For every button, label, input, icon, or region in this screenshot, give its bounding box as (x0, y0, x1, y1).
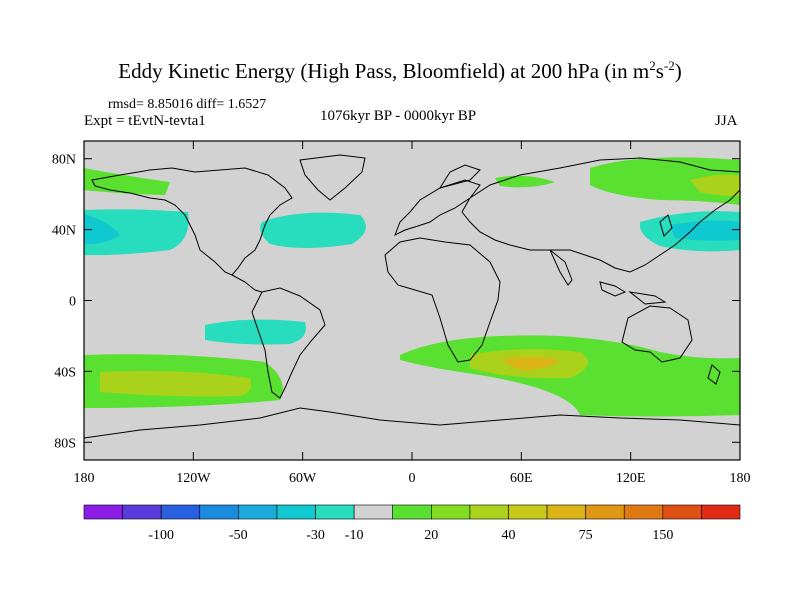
coastline-australia (621, 305, 693, 363)
colorbar-swatch (160, 504, 201, 520)
colorbar-swatch (508, 504, 548, 520)
colorbar-swatch (353, 504, 394, 520)
map-panel (83, 140, 741, 461)
colorbar-swatch (546, 504, 586, 520)
colorbar-swatch (392, 504, 432, 520)
colorbar-swatch (662, 504, 702, 520)
coastline-antarctica (84, 407, 740, 439)
colorbar-label: -100 (148, 528, 174, 543)
colorbar-label: 150 (652, 528, 673, 543)
colorbar-label: 20 (424, 528, 438, 543)
coastline-north-america (91, 167, 293, 276)
lon-tick-label: 60W (289, 471, 317, 486)
colorbar-label: -30 (306, 528, 325, 543)
stats-label: rmsd= 8.85016 diff= 1.6527 (108, 97, 267, 112)
colorbar: -100 -50 -30 -10 20 40 75 150 (83, 504, 741, 543)
colorbar-swatch (83, 504, 123, 520)
coastline-central-america (231, 274, 263, 293)
colorbar-swatch (585, 504, 625, 520)
coastline-india (549, 249, 573, 286)
colorbar-swatch (238, 504, 278, 520)
experiment-label: Expt = tEvtN-tevta1 (84, 113, 206, 129)
coastlines (84, 154, 740, 439)
lon-tick-label: 120E (616, 471, 646, 486)
lon-tick-label: 60E (510, 471, 533, 486)
lon-tick-label: 180 (74, 471, 95, 486)
colorbar-swatch (430, 504, 471, 520)
season-label: JJA (715, 113, 738, 129)
colorbar-swatch (199, 504, 239, 520)
field-region (205, 319, 306, 345)
field-region (500, 357, 560, 370)
field-region (84, 214, 120, 245)
coastline-indonesia (599, 281, 627, 297)
colorbar-swatch (276, 504, 316, 520)
field-region (590, 157, 740, 205)
colorbar-label: 40 (501, 528, 515, 543)
chart-title: Eddy Kinetic Energy (High Pass, Bloomfie… (118, 58, 682, 83)
coastline-asia (461, 157, 740, 273)
field-region (670, 220, 740, 241)
lat-tick-label: 80S (54, 436, 76, 451)
lat-tick-label: 40S (54, 365, 76, 380)
coastline-new-zealand (707, 364, 721, 385)
period-label: 1076kyr BP - 0000kyr BP (320, 108, 477, 124)
coastline-europe (394, 179, 481, 237)
field-region (100, 370, 252, 397)
coastline-south-america (251, 287, 326, 399)
colorbar-label: -10 (345, 528, 364, 543)
colorbar-swatch (122, 504, 162, 520)
lat-tick-label: 0 (69, 295, 76, 310)
coastline-scandinavia (438, 164, 481, 189)
colorbar-swatch (701, 504, 741, 520)
field-region (260, 212, 366, 248)
lat-tick-label: 40N (52, 224, 76, 239)
field-region (84, 168, 170, 195)
coastline-greenland (299, 154, 366, 201)
colorbar-label: 75 (579, 528, 593, 543)
lat-tick-label: 80N (52, 153, 76, 168)
colorbar-swatch (469, 504, 509, 520)
coastline-japan (659, 214, 673, 237)
coastline-africa (384, 237, 501, 363)
field-region (690, 174, 740, 196)
lon-tick-label: 120W (176, 471, 211, 486)
colorbar-swatch (623, 504, 664, 520)
coastline-new-guinea (628, 291, 667, 305)
lon-tick-label: 180 (730, 471, 751, 486)
colorbar-swatch (315, 504, 355, 520)
axis-ticks: 80N 40N 0 40S 80S 180 120W 60W 0 60E 120E 180 (52, 141, 751, 486)
field-shading (84, 157, 740, 417)
field-region (84, 209, 189, 256)
colorbar-label: -50 (229, 528, 248, 543)
lon-tick-label: 0 (409, 471, 416, 486)
